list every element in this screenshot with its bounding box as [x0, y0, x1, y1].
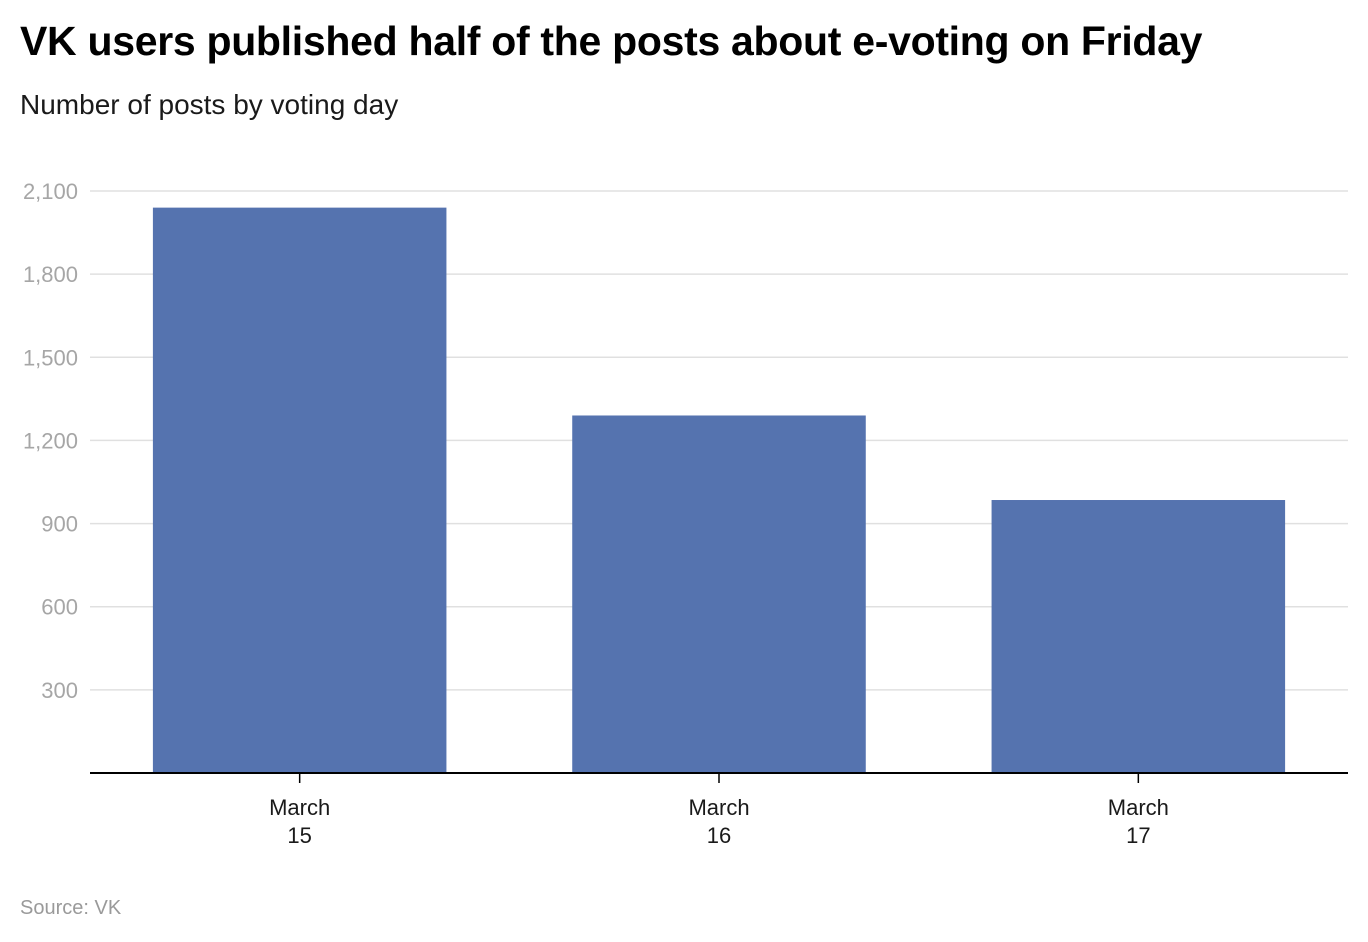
x-tick-label: March: [1108, 795, 1169, 820]
y-tick-label: 1,200: [23, 428, 78, 453]
x-tick-label: March: [688, 795, 749, 820]
chart-subtitle: Number of posts by voting day: [20, 89, 399, 120]
chart-title: VK users published half of the posts abo…: [20, 18, 1203, 64]
x-axis-ticks: March 15 March 16 March 17: [269, 773, 1169, 848]
y-tick-label: 1,500: [23, 345, 78, 370]
bar: [152, 207, 447, 774]
bars: [152, 207, 1286, 774]
x-tick-label: March: [269, 795, 330, 820]
bar: [572, 415, 866, 773]
x-tick-label: 15: [287, 823, 311, 848]
y-tick-label: 900: [41, 512, 78, 537]
y-tick-label: 1,800: [23, 262, 78, 287]
bar: [991, 500, 1286, 773]
y-tick-label: 600: [41, 595, 78, 620]
x-tick-label: 17: [1126, 823, 1150, 848]
source-note: Source: VK: [20, 897, 122, 919]
y-tick-label: 300: [41, 678, 78, 703]
y-axis-ticks: 300 600 900 1,200 1,500 1,800 2,100: [23, 179, 78, 703]
x-tick-label: 16: [707, 823, 731, 848]
y-tick-label: 2,100: [23, 179, 78, 204]
